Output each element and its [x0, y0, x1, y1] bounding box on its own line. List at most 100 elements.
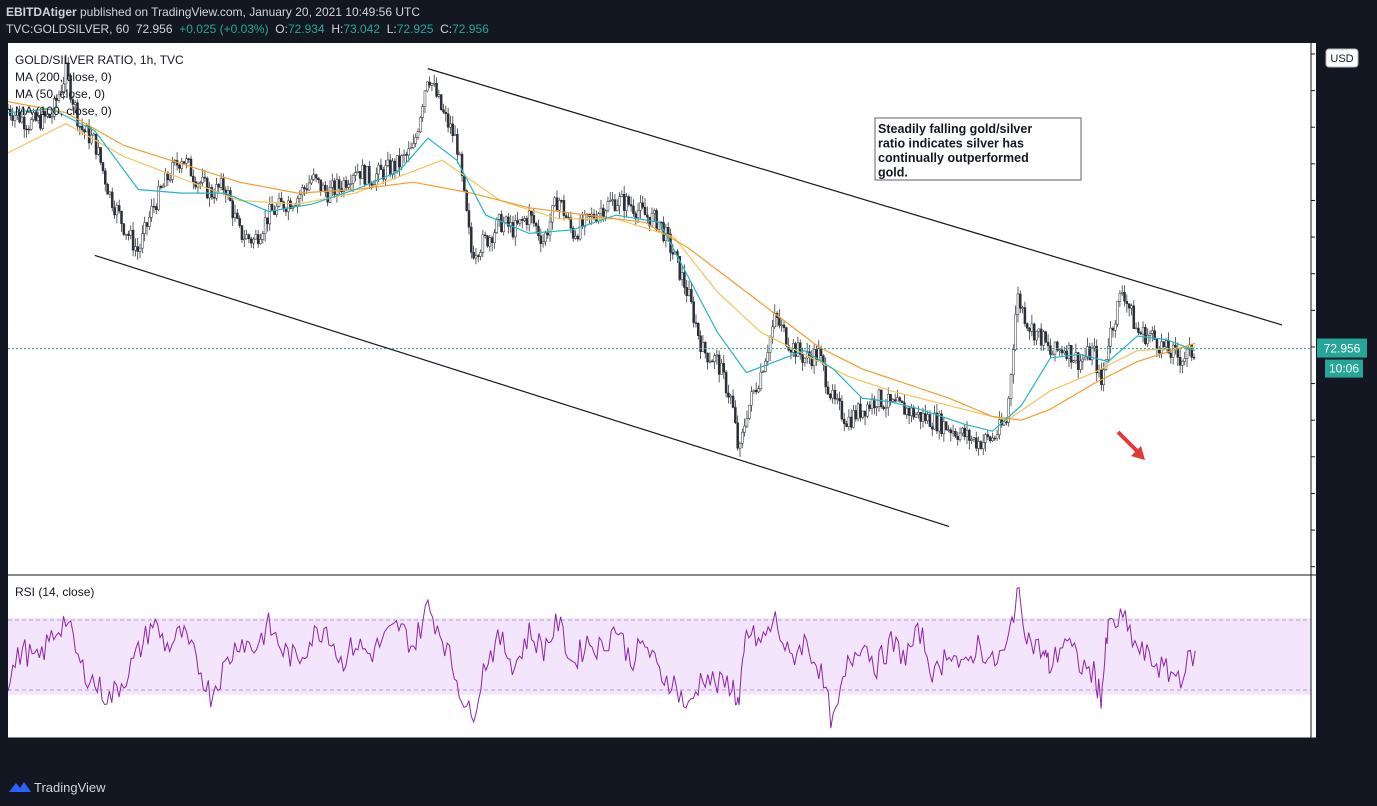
- candle-up: [20, 116, 24, 123]
- candle-up: [1093, 345, 1096, 349]
- currency-badge[interactable]: [1325, 48, 1359, 68]
- candle-down: [178, 164, 181, 169]
- candle-up: [402, 154, 406, 156]
- candle-down: [903, 402, 906, 415]
- candle-up: [713, 355, 716, 363]
- legend-ma100[interactable]: MA (100, close, 0): [15, 104, 112, 118]
- candle-down: [127, 233, 130, 236]
- candle-up: [1130, 305, 1133, 309]
- candle-down: [789, 350, 793, 353]
- tradingview-logo-icon[interactable]: [8, 780, 32, 794]
- candle-down: [511, 222, 515, 238]
- channel-upper-trendline[interactable]: [427, 68, 1283, 326]
- candle-down: [71, 99, 75, 105]
- candle-up: [773, 312, 776, 328]
- chart-title[interactable]: GOLD/SILVER RATIO, 1h, TVC: [15, 53, 184, 67]
- candle-up: [759, 371, 763, 389]
- candle-down: [483, 234, 487, 237]
- candle-up: [64, 62, 68, 85]
- candle-down: [576, 235, 580, 240]
- candle-down: [622, 194, 626, 211]
- candle-down: [1032, 323, 1036, 341]
- candle-up: [796, 342, 800, 357]
- candle-up: [910, 407, 913, 416]
- candle-down: [900, 400, 904, 403]
- candle-up: [937, 413, 941, 432]
- candle-down: [731, 395, 735, 408]
- price-tick-label: 74.000: [1326, 305, 1360, 317]
- candle-up: [1146, 335, 1149, 345]
- publisher-name[interactable]: EBITDAtiger: [6, 5, 77, 19]
- close-value: 72.956: [452, 22, 489, 36]
- candle-up: [437, 94, 441, 97]
- candle-down: [880, 389, 883, 408]
- candle-down: [467, 210, 471, 228]
- candle-up: [914, 414, 918, 418]
- candle-down: [76, 102, 79, 127]
- candle-down: [1190, 344, 1193, 358]
- candle-down: [754, 389, 758, 393]
- candle-down: [710, 360, 714, 363]
- candle-down: [319, 179, 322, 192]
- candle-up: [252, 238, 255, 244]
- countdown-tag-label: 10:06: [1329, 362, 1359, 376]
- candle-up: [1141, 326, 1145, 335]
- candle-down: [240, 225, 244, 241]
- candle-down: [655, 210, 658, 230]
- last-price-tag: [1317, 338, 1367, 358]
- candle-down: [393, 160, 397, 172]
- time-axis-ticks: ov 9 16 23 Dec 7 14 21 27 2021 11 18 25 Feb: [0, 751, 1292, 763]
- legend-ma50[interactable]: MA (50, close, 0): [15, 87, 106, 101]
- candle-up: [970, 438, 973, 441]
- candle-down: [685, 287, 688, 296]
- open-value: 72.934: [287, 22, 325, 36]
- candle-down: [8, 108, 10, 111]
- annotation-box[interactable]: [874, 117, 1082, 181]
- candle-up: [60, 91, 63, 95]
- candle-up: [1009, 374, 1013, 399]
- candle-down: [131, 229, 135, 251]
- candle-down: [470, 226, 473, 253]
- candle-down: [954, 431, 957, 437]
- candle-up: [349, 183, 353, 185]
- legend-rsi[interactable]: RSI (14, close): [15, 585, 95, 599]
- time-tick-label: 11: [978, 751, 989, 763]
- channel-lower-trendline[interactable]: [94, 254, 950, 527]
- candle-down: [912, 407, 915, 418]
- candle-down: [451, 123, 455, 137]
- candle-up: [972, 437, 976, 440]
- change-value: +0.025 (+0.03%): [179, 22, 269, 36]
- candle-up: [185, 158, 188, 164]
- rsi-band: [8, 618, 1311, 695]
- candle-down: [565, 215, 568, 218]
- candle-up: [1035, 330, 1038, 341]
- legend-ma200[interactable]: MA (200, close, 0): [15, 70, 112, 84]
- footer-brand[interactable]: TradingView: [34, 780, 106, 795]
- candle-up: [1118, 293, 1122, 302]
- candle-down: [819, 348, 823, 357]
- candle-up: [268, 204, 272, 225]
- candle-down: [968, 429, 971, 441]
- candle-up: [421, 106, 424, 118]
- candle-down: [256, 234, 260, 244]
- candle-down: [1153, 330, 1156, 340]
- rsi-tick-label: 40.00: [1326, 671, 1354, 683]
- candle-up: [896, 397, 899, 402]
- candle-down: [863, 410, 867, 417]
- candle-down: [460, 153, 464, 176]
- candle-up: [1067, 345, 1071, 359]
- candle-down: [975, 437, 978, 449]
- candle-up: [356, 171, 360, 173]
- candle-up: [1002, 421, 1006, 426]
- candle-down: [882, 406, 885, 410]
- candle-down: [1019, 293, 1022, 309]
- time-tick-label: 18: [1076, 751, 1088, 763]
- candle-down: [1060, 349, 1064, 354]
- candle-down: [284, 208, 288, 212]
- candle-down: [152, 206, 156, 208]
- candle-up: [1083, 356, 1087, 360]
- candle-down: [192, 175, 195, 182]
- annotation-line: continually outperformed: [878, 151, 1029, 165]
- candle-up: [1148, 333, 1152, 336]
